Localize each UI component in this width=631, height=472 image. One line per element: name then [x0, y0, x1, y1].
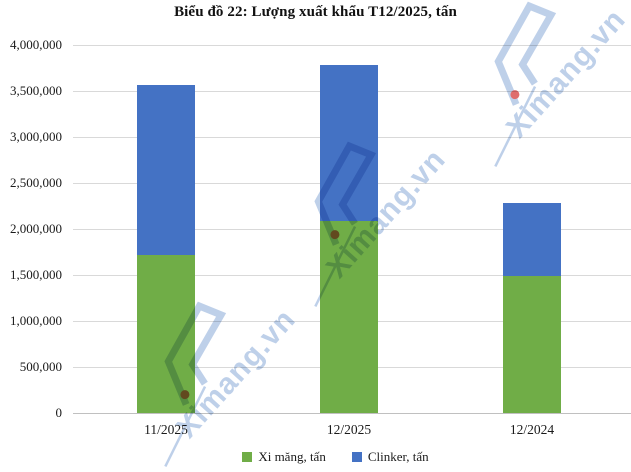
legend-swatch-icon: [351, 452, 362, 462]
y-tick-label: 2,000,000: [10, 221, 62, 236]
x-tick-label: 12/2024: [509, 422, 555, 437]
chart-title: Biểu đồ 22: Lượng xuất khẩu T12/2025, tấ…: [174, 4, 457, 20]
legend: Xi măng, tấn Clinker, tấn: [20, 449, 631, 465]
bar-segment-1-0: [320, 220, 378, 413]
bar-segment-1-1: [320, 65, 378, 221]
legend-item-1: Clinker, tấn: [351, 449, 429, 465]
y-tick-label: 0: [55, 405, 63, 420]
plot-area: [73, 45, 631, 414]
bar-segment-0-1: [137, 84, 195, 255]
x-tick-label: 11/2025: [144, 422, 188, 437]
legend-swatch-icon: [242, 452, 253, 462]
y-tick-label: 500,000: [19, 359, 62, 374]
bar-segment-0-0: [137, 254, 195, 413]
y-tick-label: 3,000,000: [10, 129, 62, 144]
bar-segment-2-1: [503, 203, 561, 276]
bar-segment-2-0: [503, 275, 561, 413]
legend-label: Xi măng, tấn: [258, 449, 326, 464]
gridline: [73, 45, 631, 46]
y-tick-label: 3,500,000: [10, 83, 62, 98]
y-tick-label: 2,500,000: [10, 175, 62, 190]
gridline: [73, 413, 631, 414]
legend-label: Clinker, tấn: [367, 449, 429, 464]
y-tick-label: 1,500,000: [10, 267, 62, 282]
x-tick-label: 12/2025: [326, 422, 372, 437]
legend-item-0: Xi măng, tấn: [242, 449, 326, 465]
y-tick-label: 4,000,000: [10, 37, 62, 52]
y-tick-label: 1,000,000: [10, 313, 62, 328]
